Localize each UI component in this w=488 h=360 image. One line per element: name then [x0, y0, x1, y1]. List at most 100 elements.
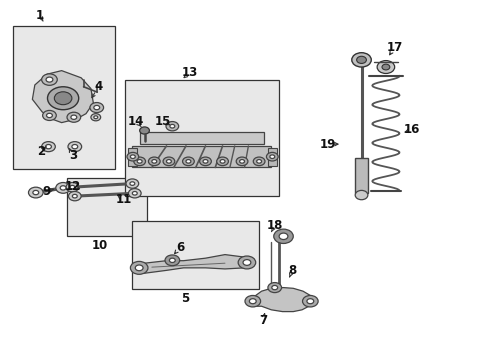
- Circle shape: [56, 183, 70, 193]
- Circle shape: [71, 115, 77, 120]
- Circle shape: [169, 258, 175, 262]
- Circle shape: [376, 60, 394, 73]
- Bar: [13, 26, 115, 169]
- Circle shape: [127, 152, 139, 161]
- Text: 6: 6: [176, 241, 184, 254]
- Circle shape: [238, 256, 255, 269]
- Text: 12: 12: [64, 180, 81, 193]
- Circle shape: [267, 283, 281, 293]
- Text: 3: 3: [69, 149, 77, 162]
- Bar: [128, 148, 137, 166]
- Circle shape: [169, 125, 174, 128]
- Text: 4: 4: [94, 80, 102, 93]
- Circle shape: [356, 56, 366, 63]
- Circle shape: [135, 265, 143, 271]
- Circle shape: [42, 111, 56, 121]
- Polygon shape: [32, 71, 93, 123]
- Text: 10: 10: [91, 239, 107, 252]
- Circle shape: [45, 144, 51, 149]
- Circle shape: [220, 159, 224, 163]
- Circle shape: [249, 299, 256, 304]
- Circle shape: [256, 159, 261, 163]
- Circle shape: [90, 103, 103, 113]
- Text: 1: 1: [36, 9, 44, 22]
- Circle shape: [302, 296, 318, 307]
- Circle shape: [46, 77, 53, 82]
- Circle shape: [132, 192, 137, 195]
- Text: 16: 16: [403, 123, 419, 136]
- Polygon shape: [139, 255, 249, 273]
- Circle shape: [130, 261, 148, 274]
- Text: 17: 17: [386, 41, 402, 54]
- Circle shape: [28, 187, 43, 198]
- Circle shape: [128, 189, 141, 198]
- Circle shape: [54, 92, 72, 105]
- Circle shape: [199, 157, 211, 166]
- Circle shape: [203, 159, 207, 163]
- Bar: [140, 132, 264, 144]
- Text: 14: 14: [128, 115, 144, 128]
- Bar: [66, 178, 147, 235]
- Circle shape: [152, 159, 157, 163]
- Text: 11: 11: [116, 193, 132, 206]
- Circle shape: [134, 157, 145, 166]
- Circle shape: [68, 192, 81, 201]
- Circle shape: [216, 157, 228, 166]
- Circle shape: [68, 141, 81, 152]
- Circle shape: [130, 155, 135, 158]
- Bar: [132, 146, 271, 167]
- Circle shape: [253, 157, 264, 166]
- Circle shape: [236, 157, 247, 166]
- Text: 5: 5: [181, 292, 189, 305]
- Circle shape: [94, 105, 100, 110]
- Circle shape: [94, 116, 98, 119]
- Circle shape: [279, 233, 287, 239]
- Circle shape: [47, 87, 79, 110]
- Circle shape: [165, 122, 178, 131]
- Circle shape: [185, 159, 190, 163]
- Circle shape: [351, 53, 370, 67]
- Circle shape: [70, 185, 75, 189]
- Circle shape: [306, 299, 313, 304]
- Circle shape: [243, 260, 250, 265]
- Circle shape: [72, 194, 77, 198]
- Circle shape: [354, 190, 367, 200]
- Circle shape: [41, 141, 55, 152]
- Circle shape: [126, 179, 139, 188]
- Circle shape: [182, 157, 194, 166]
- Text: 7: 7: [259, 314, 266, 328]
- Circle shape: [244, 296, 260, 307]
- Circle shape: [163, 157, 174, 166]
- Circle shape: [46, 113, 52, 118]
- Circle shape: [60, 186, 66, 190]
- Circle shape: [140, 127, 149, 134]
- Text: 2: 2: [37, 145, 45, 158]
- Polygon shape: [249, 288, 312, 312]
- Circle shape: [72, 144, 78, 149]
- Bar: [132, 221, 259, 289]
- Circle shape: [271, 285, 277, 290]
- Circle shape: [91, 114, 101, 121]
- Circle shape: [148, 157, 160, 166]
- Circle shape: [137, 159, 142, 163]
- Circle shape: [33, 190, 39, 195]
- Circle shape: [164, 255, 179, 266]
- Text: 9: 9: [42, 185, 50, 198]
- Text: 15: 15: [154, 115, 170, 128]
- Circle shape: [166, 159, 171, 163]
- Text: 19: 19: [319, 138, 335, 150]
- Circle shape: [67, 112, 81, 122]
- Circle shape: [130, 182, 135, 185]
- Text: 13: 13: [182, 66, 198, 79]
- Circle shape: [239, 159, 244, 163]
- Circle shape: [269, 155, 274, 158]
- Bar: [267, 148, 276, 166]
- Text: 18: 18: [266, 219, 283, 232]
- Circle shape: [273, 229, 293, 243]
- Circle shape: [381, 64, 389, 70]
- Text: 8: 8: [287, 264, 296, 277]
- Bar: [354, 158, 367, 193]
- Circle shape: [266, 152, 278, 161]
- Bar: [125, 80, 278, 196]
- Circle shape: [41, 74, 57, 85]
